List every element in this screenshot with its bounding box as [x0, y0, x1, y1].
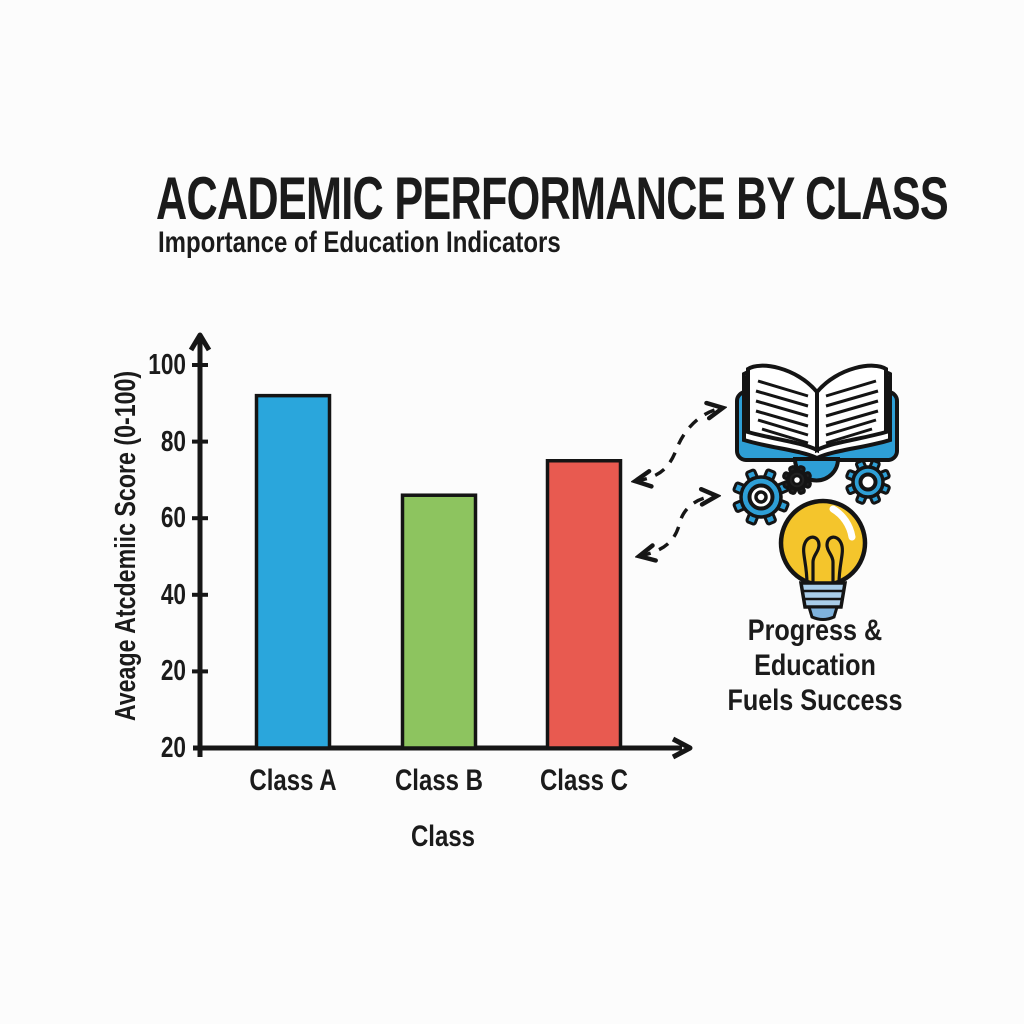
- book-left-text-lines: [755, 379, 809, 445]
- lightbulb-icon: [778, 498, 868, 621]
- caption-line-3: Fuels Success: [727, 684, 903, 717]
- caption-line-1: Progress &: [747, 614, 883, 647]
- dashed-arrow-to-gears: [640, 496, 716, 556]
- bulb-cap: [806, 605, 840, 621]
- y-axis-title: Aveage Atcdemiic Score (0-100): [110, 370, 142, 722]
- x-category-label: Class B: [394, 764, 484, 797]
- page-subtitle: Importance of Education Indicators: [158, 226, 561, 259]
- x-category-label: Class C: [539, 764, 629, 797]
- page-title: ACADEMIC PERFORMANCE BY CLASS: [156, 165, 949, 232]
- y-tick-label: 20: [160, 732, 186, 764]
- bar-class-b: [400, 493, 478, 750]
- bars-group: [254, 393, 623, 750]
- gear-icon: [782, 465, 812, 495]
- x-category-label: Class A: [249, 764, 337, 797]
- x-axis-title: Class: [410, 820, 476, 853]
- bulb-highlight: [829, 505, 856, 541]
- gears-icon: [732, 459, 891, 526]
- y-tick-label: 100: [148, 349, 186, 381]
- open-book-icon: [735, 363, 899, 483]
- x-axis-arrowhead: [671, 736, 693, 760]
- y-tick-label: 20: [160, 655, 186, 688]
- y-axis-arrowhead: [188, 332, 212, 352]
- bar-class-c: [545, 459, 623, 750]
- caption-line-2: Education: [754, 649, 876, 682]
- gear-icon: [732, 468, 790, 526]
- book-right-text-lines: [825, 379, 879, 445]
- gear-icon: [845, 459, 891, 505]
- bulb-filament: [802, 535, 844, 585]
- bar-class-a: [254, 393, 332, 750]
- bulb-base-stripes: [803, 589, 843, 601]
- annotation-arrows: [636, 408, 722, 556]
- y-tick-marks: [192, 363, 208, 674]
- y-tick-label: 40: [160, 578, 186, 611]
- y-tick-label: 60: [160, 502, 186, 535]
- bulb-base: [798, 581, 848, 609]
- illustration-caption: Progress & Education Fuels Success: [704, 613, 926, 718]
- dashed-arrow-to-book: [636, 408, 722, 481]
- y-tick-label: 80: [160, 425, 186, 458]
